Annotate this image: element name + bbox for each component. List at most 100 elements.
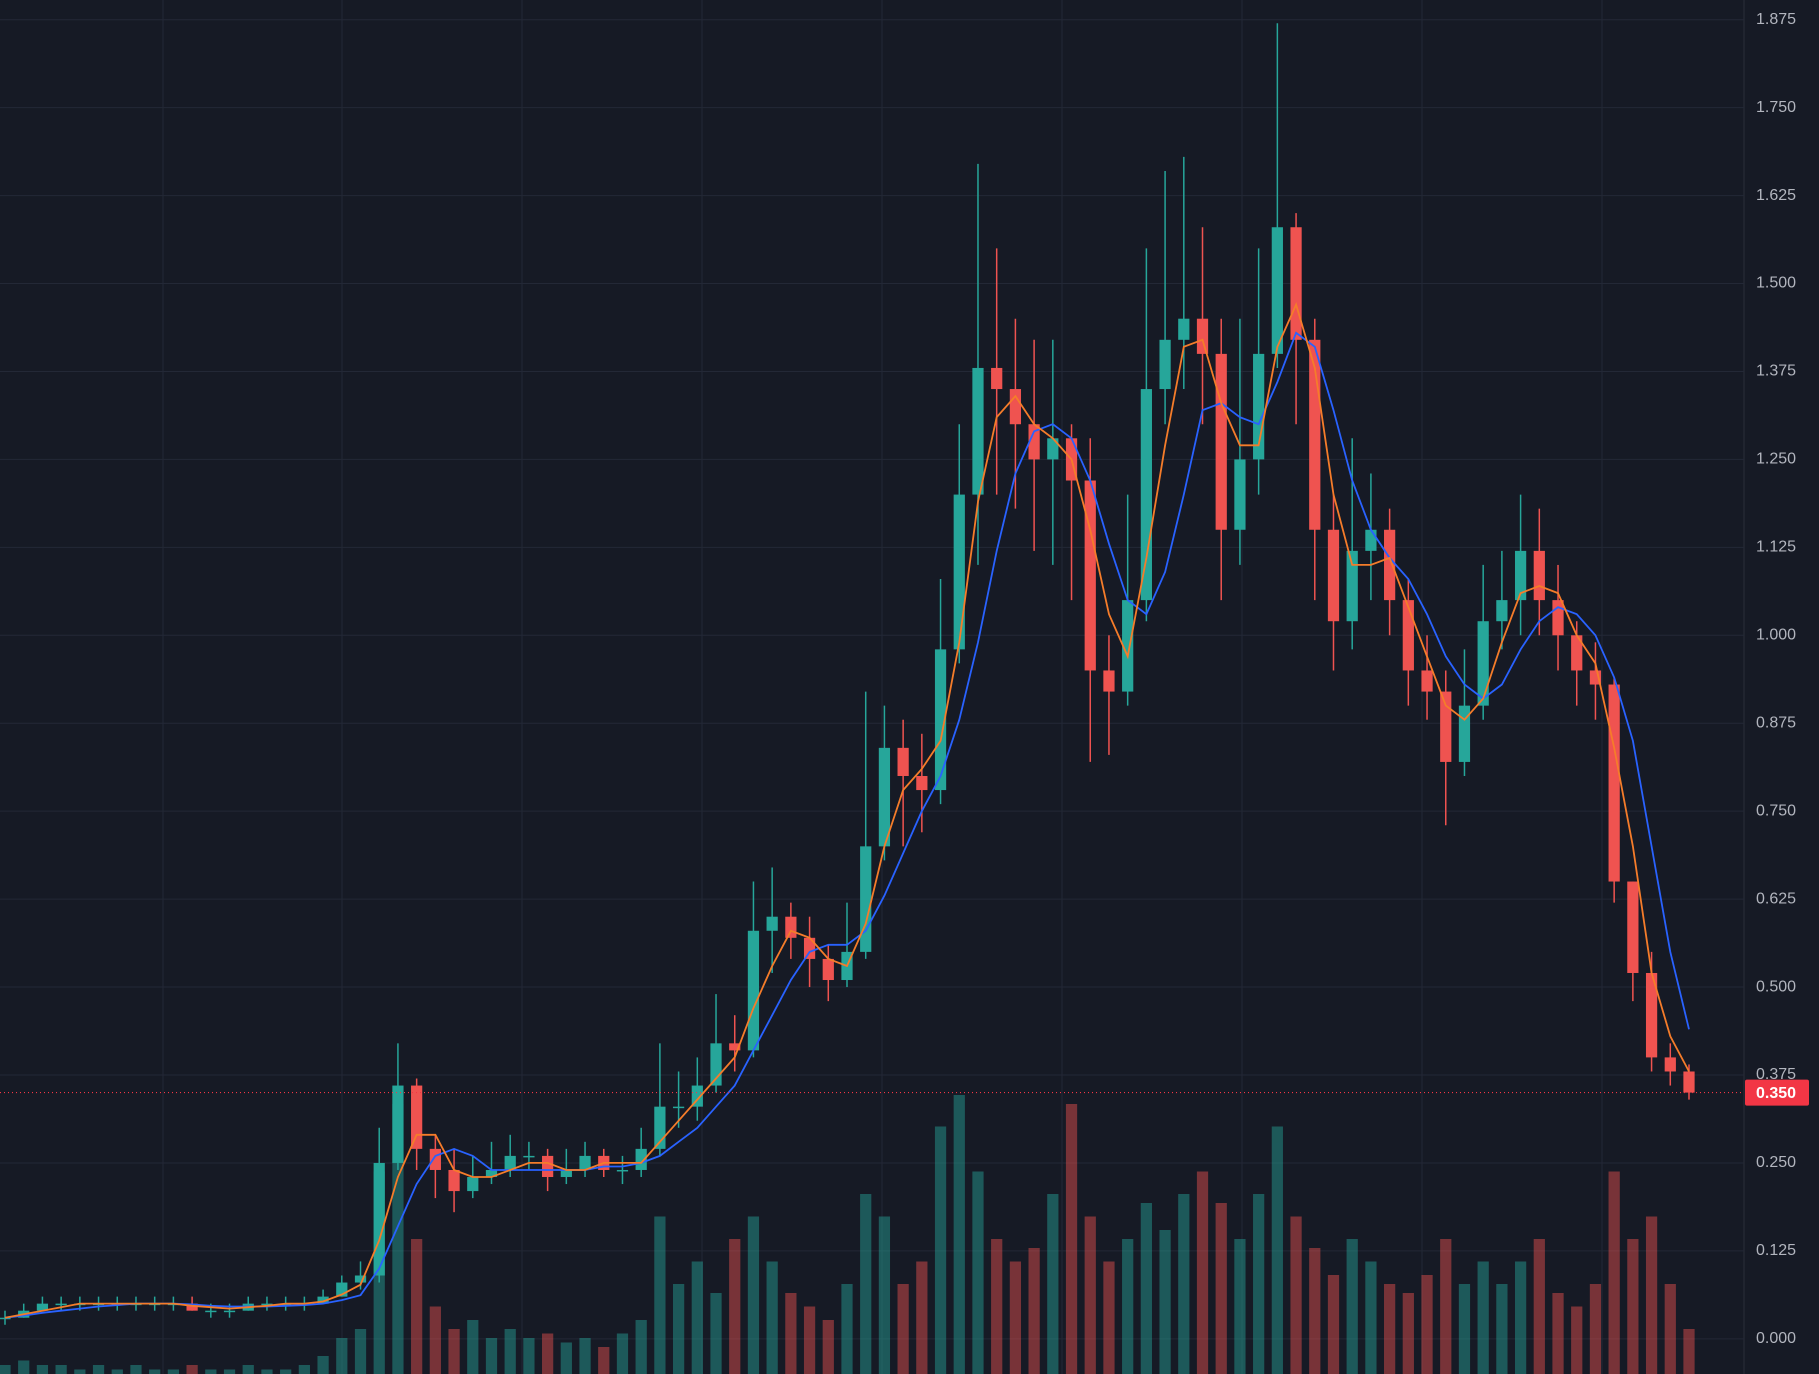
volume-bar bbox=[36, 1365, 49, 1374]
volume-bar bbox=[1084, 1216, 1096, 1374]
candle-body bbox=[579, 1155, 591, 1170]
candle-body bbox=[336, 1282, 348, 1297]
volume-bar bbox=[1178, 1194, 1190, 1374]
candle-body bbox=[467, 1177, 479, 1192]
candle-body bbox=[411, 1085, 423, 1149]
volume-bar bbox=[111, 1369, 123, 1374]
volume-bar bbox=[579, 1338, 591, 1374]
volume-bar bbox=[317, 1356, 329, 1374]
volume-bar bbox=[860, 1194, 872, 1374]
volume-bar bbox=[672, 1284, 685, 1374]
candle-body bbox=[448, 1169, 460, 1192]
volume-bar bbox=[336, 1338, 348, 1374]
candle-body bbox=[672, 1106, 685, 1109]
volume-bar bbox=[1159, 1230, 1171, 1374]
volume-bar bbox=[205, 1369, 217, 1374]
volume-bar bbox=[1365, 1261, 1377, 1374]
volume-bar bbox=[654, 1216, 666, 1374]
volume-bar bbox=[747, 1216, 760, 1374]
candle-body bbox=[1327, 529, 1340, 622]
y-tick-label: 0.875 bbox=[1756, 714, 1796, 731]
volume-bar bbox=[991, 1239, 1003, 1374]
volume-bar bbox=[0, 1365, 11, 1374]
candle-body bbox=[822, 958, 834, 981]
volume-bar bbox=[467, 1320, 479, 1374]
y-tick-label: 1.750 bbox=[1756, 99, 1796, 116]
candle-body bbox=[1645, 972, 1658, 1058]
candle-body bbox=[1009, 389, 1022, 425]
volume-bar bbox=[1309, 1248, 1321, 1374]
candle-body bbox=[1122, 600, 1134, 692]
candle-body bbox=[1421, 670, 1433, 692]
volume-bar bbox=[298, 1365, 310, 1374]
volume-bar bbox=[1215, 1203, 1227, 1374]
volume-bar bbox=[1571, 1306, 1583, 1374]
volume-bar bbox=[1122, 1239, 1134, 1374]
candle-body bbox=[860, 846, 872, 952]
candle-body bbox=[55, 1303, 67, 1306]
candle-body bbox=[429, 1148, 441, 1170]
volume-bar bbox=[1683, 1329, 1695, 1374]
candle-body bbox=[1196, 318, 1209, 354]
volume bbox=[0, 1095, 1695, 1374]
candle-body bbox=[710, 1043, 722, 1086]
candle-body bbox=[747, 930, 760, 1051]
candle-body bbox=[1140, 389, 1152, 601]
y-tick-label: 0.625 bbox=[1756, 890, 1796, 907]
volume-bar bbox=[1440, 1239, 1452, 1374]
candle-body bbox=[1496, 600, 1508, 622]
candle-body bbox=[36, 1303, 49, 1311]
candle-body bbox=[1178, 318, 1190, 340]
volume-bar bbox=[934, 1126, 947, 1374]
y-tick-label: 0.375 bbox=[1756, 1066, 1796, 1083]
candle-body bbox=[354, 1275, 367, 1283]
volume-bar bbox=[448, 1329, 460, 1374]
moving-average-line bbox=[4, 331, 1690, 1319]
volume-bar bbox=[223, 1369, 236, 1374]
candle-body bbox=[186, 1303, 198, 1311]
y-tick-label: 0.000 bbox=[1756, 1330, 1796, 1347]
y-tick-label: 1.625 bbox=[1756, 187, 1796, 204]
candle-body bbox=[1271, 227, 1283, 354]
candle-body bbox=[803, 937, 816, 959]
volume-bar bbox=[1664, 1284, 1676, 1374]
volume-bar bbox=[598, 1347, 610, 1374]
candle-body bbox=[261, 1303, 273, 1306]
candle-body bbox=[972, 367, 984, 495]
volume-bar bbox=[1421, 1275, 1433, 1374]
candle-body bbox=[523, 1155, 535, 1158]
candle-body bbox=[560, 1169, 572, 1178]
volume-bar bbox=[55, 1365, 67, 1374]
candle-body bbox=[1402, 600, 1414, 671]
volume-bar bbox=[149, 1369, 161, 1374]
candle-body bbox=[897, 747, 909, 776]
y-tick-label: 1.375 bbox=[1756, 363, 1796, 380]
candle-body bbox=[485, 1169, 498, 1178]
candle-body bbox=[1047, 438, 1059, 460]
candle-body bbox=[1159, 339, 1171, 390]
volume-bar bbox=[1234, 1239, 1246, 1374]
candle-body bbox=[1664, 1057, 1676, 1072]
candle-body bbox=[1458, 705, 1471, 762]
volume-bar bbox=[1496, 1284, 1508, 1374]
candle-body bbox=[934, 649, 947, 791]
candle-body bbox=[654, 1106, 666, 1149]
volume-bar bbox=[1327, 1275, 1340, 1374]
volume-bar bbox=[841, 1284, 853, 1374]
candle-body bbox=[373, 1162, 385, 1276]
candle-body bbox=[1084, 480, 1096, 671]
candle-body bbox=[392, 1085, 404, 1163]
volume-bar bbox=[1384, 1284, 1396, 1374]
candle-body bbox=[1365, 529, 1377, 551]
volume-bar bbox=[186, 1365, 198, 1374]
candle-body bbox=[1215, 353, 1227, 530]
volume-bar bbox=[167, 1369, 180, 1374]
volume-bar bbox=[1009, 1261, 1022, 1374]
grid bbox=[0, 19, 1744, 1340]
volume-bar bbox=[18, 1360, 30, 1374]
volume-bar bbox=[822, 1320, 834, 1374]
y-tick-label: 1.250 bbox=[1756, 451, 1796, 468]
y-tick-label: 0.125 bbox=[1756, 1242, 1796, 1259]
y-tick-label: 1.125 bbox=[1756, 539, 1796, 556]
